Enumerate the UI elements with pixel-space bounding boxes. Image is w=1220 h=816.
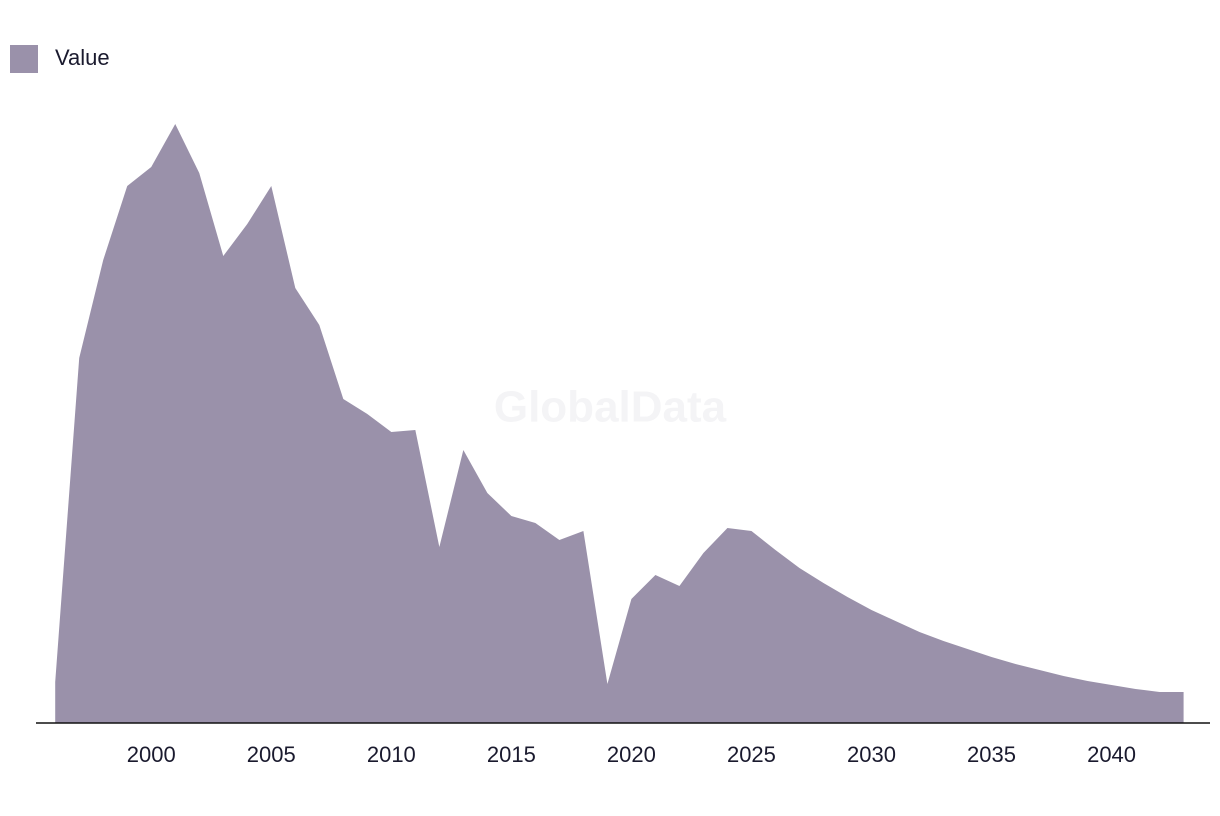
x-tick-label: 2020 [607, 742, 656, 767]
x-tick-label: 2015 [487, 742, 536, 767]
x-tick-label: 2035 [967, 742, 1016, 767]
watermark: GlobalData [494, 383, 727, 432]
legend-swatch [10, 45, 38, 73]
x-tick-label: 2030 [847, 742, 896, 767]
x-tick-label: 2005 [247, 742, 296, 767]
area [55, 124, 1184, 723]
x-tick-label: 2010 [367, 742, 416, 767]
x-tick-label: 2040 [1087, 742, 1136, 767]
x-tick-label: 2000 [127, 742, 176, 767]
legend-label: Value [55, 45, 110, 70]
x-tick-label: 2025 [727, 742, 776, 767]
